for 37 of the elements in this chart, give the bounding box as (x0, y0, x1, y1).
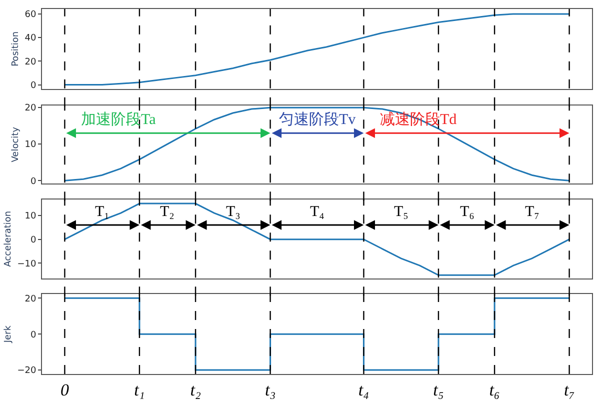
line-series (64, 202, 570, 276)
x-tick-label: t₁ (134, 380, 145, 400)
x-tick-label: t₅ (433, 380, 444, 400)
y-tick-label: 60 (24, 10, 36, 20)
y-tick-label: 10 (24, 212, 36, 222)
y-tick-label: −20 (17, 366, 36, 376)
annotation: 加速阶段Ta (81, 111, 156, 128)
x-tick-label: t₂ (190, 380, 201, 400)
annotation: T₂ (160, 204, 174, 220)
y-tick-label: 0 (30, 236, 36, 246)
x-tick-label: t₇ (564, 380, 575, 400)
line-series (64, 106, 570, 182)
y-tick-label: 0 (30, 176, 36, 187)
x-tick-label: t₆ (489, 380, 500, 400)
y-tick-label: 10 (24, 140, 36, 150)
annotation: T₄ (310, 204, 324, 220)
x-tick-label: t₄ (358, 380, 370, 400)
y-tick-label: 20 (24, 57, 36, 68)
annotation: T₆ (460, 204, 474, 220)
annotation: T₅ (394, 204, 408, 220)
y-axis-title: Acceleration (4, 210, 14, 267)
annotation: T₇ (525, 204, 540, 220)
annotation: T₃ (226, 204, 240, 220)
y-tick-label: 20 (24, 294, 36, 304)
x-tick-label: 0 (60, 380, 70, 400)
y-tick-label: 0 (30, 80, 36, 91)
y-axis-title: Position (11, 31, 22, 66)
x-tick-label: t₃ (264, 380, 276, 400)
y-axis-title: Velocity (11, 126, 22, 162)
line-series (64, 13, 570, 86)
y-axis-title: Jerk (4, 324, 14, 344)
y-tick-label: 20 (24, 104, 36, 114)
annotation: T₁ (95, 204, 110, 220)
y-tick-label: −10 (17, 259, 36, 270)
y-tick-label: 40 (24, 34, 36, 44)
y-tick-label: 0 (30, 330, 36, 340)
annotation: 匀速阶段Tv (279, 111, 356, 128)
